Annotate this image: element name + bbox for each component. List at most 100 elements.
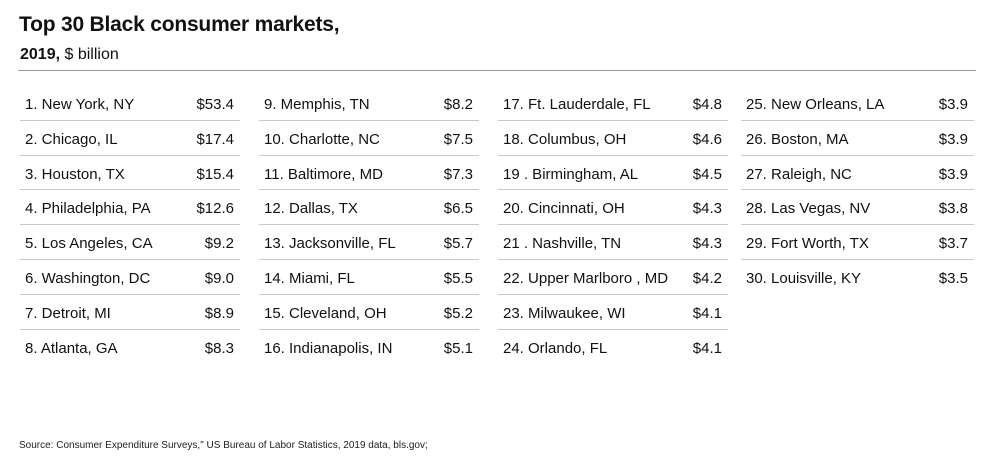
source-note: Source: Consumer Expenditure Surveys," U… <box>19 440 428 451</box>
market-value: $5.2 <box>443 304 473 322</box>
table-row: 28. Las Vegas, NV $3.8 <box>741 190 974 226</box>
market-name: 30. Louisville, KY <box>746 269 862 287</box>
market-value: $8.9 <box>204 304 234 322</box>
table-column-4: 25. New Orleans, LA $3.9 26. Boston, MA $3.… <box>741 86 974 295</box>
market-value: $4.8 <box>692 96 722 113</box>
market-value: $4.5 <box>692 165 722 183</box>
chart-title: Top 30 Black consumer markets, <box>19 13 340 36</box>
subtitle-year: 2019, <box>20 46 61 63</box>
market-name: 20. Cincinnati, OH <box>503 200 625 218</box>
market-name: 4. Philadelphia, PA <box>25 200 151 218</box>
market-name: 10. Charlotte, NC <box>264 130 380 148</box>
market-value: $17.4 <box>196 130 234 148</box>
market-name: 12. Dallas, TX <box>264 200 358 218</box>
market-value: $3.8 <box>938 200 968 218</box>
market-name: 1. New York, NY <box>25 96 135 113</box>
table-row: 12. Dallas, TX $6.5 <box>259 190 479 226</box>
market-value: $7.3 <box>443 165 473 183</box>
table-row: 15. Cleveland, OH $5.2 <box>259 295 479 330</box>
market-name: 19 . Birmingham, AL <box>503 165 639 183</box>
market-name: 5. Los Angeles, CA <box>25 235 153 253</box>
table-row: 5. Los Angeles, CA $9.2 <box>20 225 240 260</box>
table-row: 26. Boston, MA $3.9 <box>741 121 974 156</box>
market-name: 16. Indianapolis, IN <box>264 339 393 357</box>
table-row: 4. Philadelphia, PA $12.6 <box>20 190 240 226</box>
market-name: 21 . Nashville, TN <box>503 235 622 253</box>
market-name: 15. Cleveland, OH <box>264 304 387 322</box>
market-name: 13. Jacksonville, FL <box>264 235 396 253</box>
table-row: 30. Louisville, KY $3.5 <box>741 260 974 295</box>
table-row: 25. New Orleans, LA $3.9 <box>741 86 974 121</box>
table-row: 20. Cincinnati, OH $4.3 <box>498 190 728 226</box>
market-value: $4.3 <box>692 235 722 253</box>
market-name: 14. Miami, FL <box>264 269 355 287</box>
table-row: 3. Houston, TX $15.4 <box>20 156 240 191</box>
market-value: $3.9 <box>938 130 968 148</box>
market-value: $3.5 <box>938 269 968 287</box>
subtitle-unit: $ billion <box>60 46 119 63</box>
market-value: $3.9 <box>938 96 968 113</box>
market-name: 3. Houston, TX <box>25 165 125 183</box>
market-name: 23. Milwaukee, WI <box>503 304 626 322</box>
market-name: 18. Columbus, OH <box>503 130 627 148</box>
market-value: $9.2 <box>204 235 234 253</box>
market-name: 25. New Orleans, LA <box>746 96 885 113</box>
market-name: 24. Orlando, FL <box>503 339 608 357</box>
market-value: $5.1 <box>443 339 473 357</box>
market-value: $8.2 <box>443 96 473 113</box>
table-row: 13. Jacksonville, FL $5.7 <box>259 225 479 260</box>
market-name: 22. Upper Marlboro , MD <box>503 269 669 287</box>
table-row: 23. Milwaukee, WI $4.1 <box>498 295 728 330</box>
market-value: $8.3 <box>204 339 234 357</box>
market-name: 2. Chicago, IL <box>25 130 118 148</box>
market-value: $4.2 <box>692 269 722 287</box>
table-row: 29. Fort Worth, TX $3.7 <box>741 225 974 260</box>
table-row: 17. Ft. Lauderdale, FL $4.8 <box>498 86 728 121</box>
table-row: 9. Memphis, TN $8.2 <box>259 86 479 121</box>
table-row: 7. Detroit, MI $8.9 <box>20 295 240 330</box>
market-value: $15.4 <box>196 165 234 183</box>
market-value: $4.6 <box>692 130 722 148</box>
table-row: 18. Columbus, OH $4.6 <box>498 121 728 156</box>
market-value: $3.9 <box>938 165 968 183</box>
market-value: $5.7 <box>443 235 473 253</box>
table-row: 22. Upper Marlboro , MD $4.2 <box>498 260 728 295</box>
market-value: $12.6 <box>196 200 234 218</box>
market-value: $5.5 <box>443 269 473 287</box>
market-value: $9.0 <box>204 269 234 287</box>
market-name: 8. Atlanta, GA <box>25 339 118 357</box>
market-name: 26. Boston, MA <box>746 130 849 148</box>
table-row: 6. Washington, DC $9.0 <box>20 260 240 295</box>
table-column-1: 1. New York, NY $53.4 2. Chicago, IL $17.4 3… <box>20 86 240 364</box>
table-row: 24. Orlando, FL $4.1 <box>498 330 728 365</box>
table-row: 8. Atlanta, GA $8.3 <box>20 330 240 365</box>
market-name: 27. Raleigh, NC <box>746 165 852 183</box>
table-row: 14. Miami, FL $5.5 <box>259 260 479 295</box>
market-value: $53.4 <box>196 96 234 113</box>
market-name: 7. Detroit, MI <box>25 304 111 322</box>
market-value: $4.3 <box>692 200 722 218</box>
table-row: 27. Raleigh, NC $3.9 <box>741 156 974 191</box>
market-name: 11. Baltimore, MD <box>264 165 383 183</box>
market-name: 28. Las Vegas, NV <box>746 200 871 218</box>
table-row: 1. New York, NY $53.4 <box>20 86 240 121</box>
market-name: 9. Memphis, TN <box>264 96 370 113</box>
market-value: $6.5 <box>443 200 473 218</box>
table-row: 19 . Birmingham, AL $4.5 <box>498 156 728 191</box>
table-row: 10. Charlotte, NC $7.5 <box>259 121 479 156</box>
table-row: 2. Chicago, IL $17.4 <box>20 121 240 156</box>
market-value: $4.1 <box>692 304 722 322</box>
market-name: 29. Fort Worth, TX <box>746 235 869 253</box>
market-name: 6. Washington, DC <box>25 269 151 287</box>
chart-subtitle: 2019, $ billion <box>20 46 119 64</box>
table-row: 11. Baltimore, MD $7.3 <box>259 156 479 191</box>
market-name: 17. Ft. Lauderdale, FL <box>503 96 651 113</box>
market-value: $4.1 <box>692 339 722 357</box>
header-divider <box>18 70 976 71</box>
table-column-3: 17. Ft. Lauderdale, FL $4.8 18. Columbus, … <box>498 86 728 364</box>
market-value: $3.7 <box>938 235 968 253</box>
table-column-2: 9. Memphis, TN $8.2 10. Charlotte, NC $7.5 1… <box>259 86 479 364</box>
table-row: 16. Indianapolis, IN $5.1 <box>259 330 479 365</box>
market-value: $7.5 <box>443 130 473 148</box>
table-row: 21 . Nashville, TN $4.3 <box>498 225 728 260</box>
